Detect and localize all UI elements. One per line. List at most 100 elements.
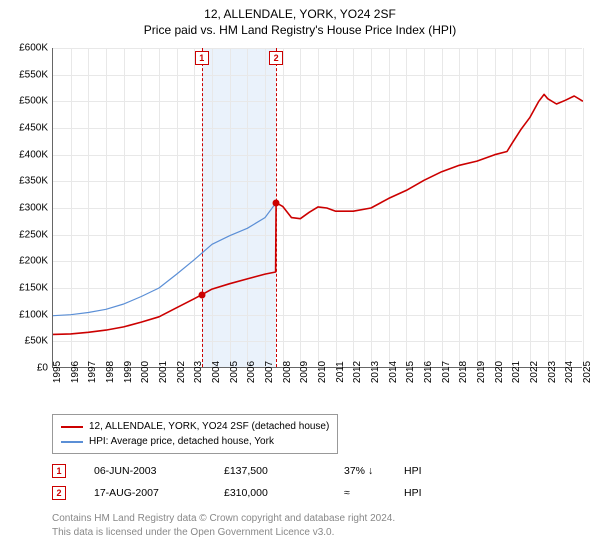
footer-attribution: Contains HM Land Registry data © Crown c… <box>52 512 395 539</box>
gridline-v <box>406 48 407 367</box>
table-row: 2 17-AUG-2007 £310,000 ≈ HPI <box>52 482 422 504</box>
x-axis-label: 1996 <box>70 361 81 383</box>
gridline-v <box>141 48 142 367</box>
sale-price: £137,500 <box>224 465 344 477</box>
gridline-v <box>389 48 390 367</box>
x-axis-label: 2025 <box>582 361 593 383</box>
gridline-v <box>71 48 72 367</box>
down-arrow-icon: ↓ <box>368 465 373 477</box>
x-axis-label: 1995 <box>52 361 63 383</box>
sale-date: 06-JUN-2003 <box>94 465 224 477</box>
approx-icon: ≈ <box>344 487 350 499</box>
legend: 12, ALLENDALE, YORK, YO24 2SF (detached … <box>52 414 338 454</box>
gridline-v <box>283 48 284 367</box>
title-address: 12, ALLENDALE, YORK, YO24 2SF <box>0 6 600 22</box>
y-axis-label: £150K <box>19 283 48 294</box>
gridline-v <box>88 48 89 367</box>
legend-swatch <box>61 441 83 443</box>
y-axis-label: £350K <box>19 176 48 187</box>
y-axis-label: £600K <box>19 43 48 54</box>
sale-date: 17-AUG-2007 <box>94 487 224 499</box>
gridline-v <box>194 48 195 367</box>
x-axis-label: 2007 <box>264 361 275 383</box>
x-axis-label: 2020 <box>494 361 505 383</box>
y-axis-label: £300K <box>19 203 48 214</box>
x-axis-label: 2016 <box>423 361 434 383</box>
table-row: 1 06-JUN-2003 £137,500 37% ↓ HPI <box>52 460 422 482</box>
gridline-v <box>477 48 478 367</box>
gridline-v <box>300 48 301 367</box>
sales-table: 1 06-JUN-2003 £137,500 37% ↓ HPI 2 17-AU… <box>52 460 422 504</box>
legend-item-price-paid: 12, ALLENDALE, YORK, YO24 2SF (detached … <box>61 419 329 434</box>
legend-item-hpi: HPI: Average price, detached house, York <box>61 434 329 449</box>
legend-label: HPI: Average price, detached house, York <box>89 434 274 449</box>
x-axis-label: 2004 <box>211 361 222 383</box>
x-axis-label: 2003 <box>193 361 204 383</box>
legend-swatch <box>61 426 83 428</box>
marker-line <box>276 48 277 367</box>
y-axis-label: £550K <box>19 69 48 80</box>
sale-dot <box>273 199 280 206</box>
sale-marker-box: 1 <box>52 464 66 478</box>
x-axis-label: 2006 <box>246 361 257 383</box>
gridline-v <box>318 48 319 367</box>
x-axis-label: 2008 <box>282 361 293 383</box>
x-axis-label: 2018 <box>458 361 469 383</box>
x-axis-label: 1999 <box>123 361 134 383</box>
sale-marker-box: 2 <box>52 486 66 500</box>
x-axis-label: 2015 <box>405 361 416 383</box>
x-axis-label: 2013 <box>370 361 381 383</box>
gridline-v <box>583 48 584 367</box>
legend-label: 12, ALLENDALE, YORK, YO24 2SF (detached … <box>89 419 329 434</box>
x-axis-label: 2012 <box>352 361 363 383</box>
title-subtitle: Price paid vs. HM Land Registry's House … <box>0 22 600 38</box>
sale-pct: 37% ↓ <box>344 465 404 477</box>
sale-dot <box>198 291 205 298</box>
gridline-v <box>512 48 513 367</box>
y-axis-label: £0 <box>37 363 48 374</box>
gridline-v <box>230 48 231 367</box>
gridline-v <box>548 48 549 367</box>
sale-hpi-label: HPI <box>404 487 422 499</box>
gridline-v <box>265 48 266 367</box>
gridline-v <box>442 48 443 367</box>
x-axis-label: 2002 <box>176 361 187 383</box>
x-axis-label: 2017 <box>441 361 452 383</box>
chart-area: 12 £0£50K£100K£150K£200K£250K£300K£350K£… <box>52 48 582 368</box>
x-axis-label: 2021 <box>511 361 522 383</box>
sale-price: £310,000 <box>224 487 344 499</box>
sale-hpi-label: HPI <box>404 465 422 477</box>
footer-line: This data is licensed under the Open Gov… <box>52 526 395 540</box>
gridline-v <box>424 48 425 367</box>
y-axis-label: £450K <box>19 123 48 134</box>
x-axis-label: 2001 <box>158 361 169 383</box>
x-axis-label: 2011 <box>335 361 346 383</box>
x-axis-label: 2005 <box>229 361 240 383</box>
chart-container: 12, ALLENDALE, YORK, YO24 2SF Price paid… <box>0 0 600 560</box>
gridline-v <box>124 48 125 367</box>
x-axis-label: 1998 <box>105 361 116 383</box>
gridline-v <box>495 48 496 367</box>
x-axis-label: 2024 <box>564 361 575 383</box>
x-axis-label: 2022 <box>529 361 540 383</box>
y-axis-label: £400K <box>19 149 48 160</box>
sale-pct: ≈ <box>344 487 404 499</box>
marker-line <box>202 48 203 367</box>
y-axis-label: £250K <box>19 229 48 240</box>
y-axis-label: £100K <box>19 309 48 320</box>
x-axis-label: 2000 <box>140 361 151 383</box>
x-axis-label: 2009 <box>299 361 310 383</box>
gridline-v <box>530 48 531 367</box>
y-axis-label: £500K <box>19 96 48 107</box>
y-axis-label: £50K <box>25 336 48 347</box>
title-block: 12, ALLENDALE, YORK, YO24 2SF Price paid… <box>0 0 600 38</box>
x-axis-label: 2019 <box>476 361 487 383</box>
gridline-v <box>459 48 460 367</box>
y-axis-label: £200K <box>19 256 48 267</box>
gridline-v <box>247 48 248 367</box>
gridline-v <box>565 48 566 367</box>
x-axis-label: 2014 <box>388 361 399 383</box>
x-axis-label: 2010 <box>317 361 328 383</box>
plot-region: 12 <box>52 48 582 368</box>
marker-box: 2 <box>269 51 283 65</box>
